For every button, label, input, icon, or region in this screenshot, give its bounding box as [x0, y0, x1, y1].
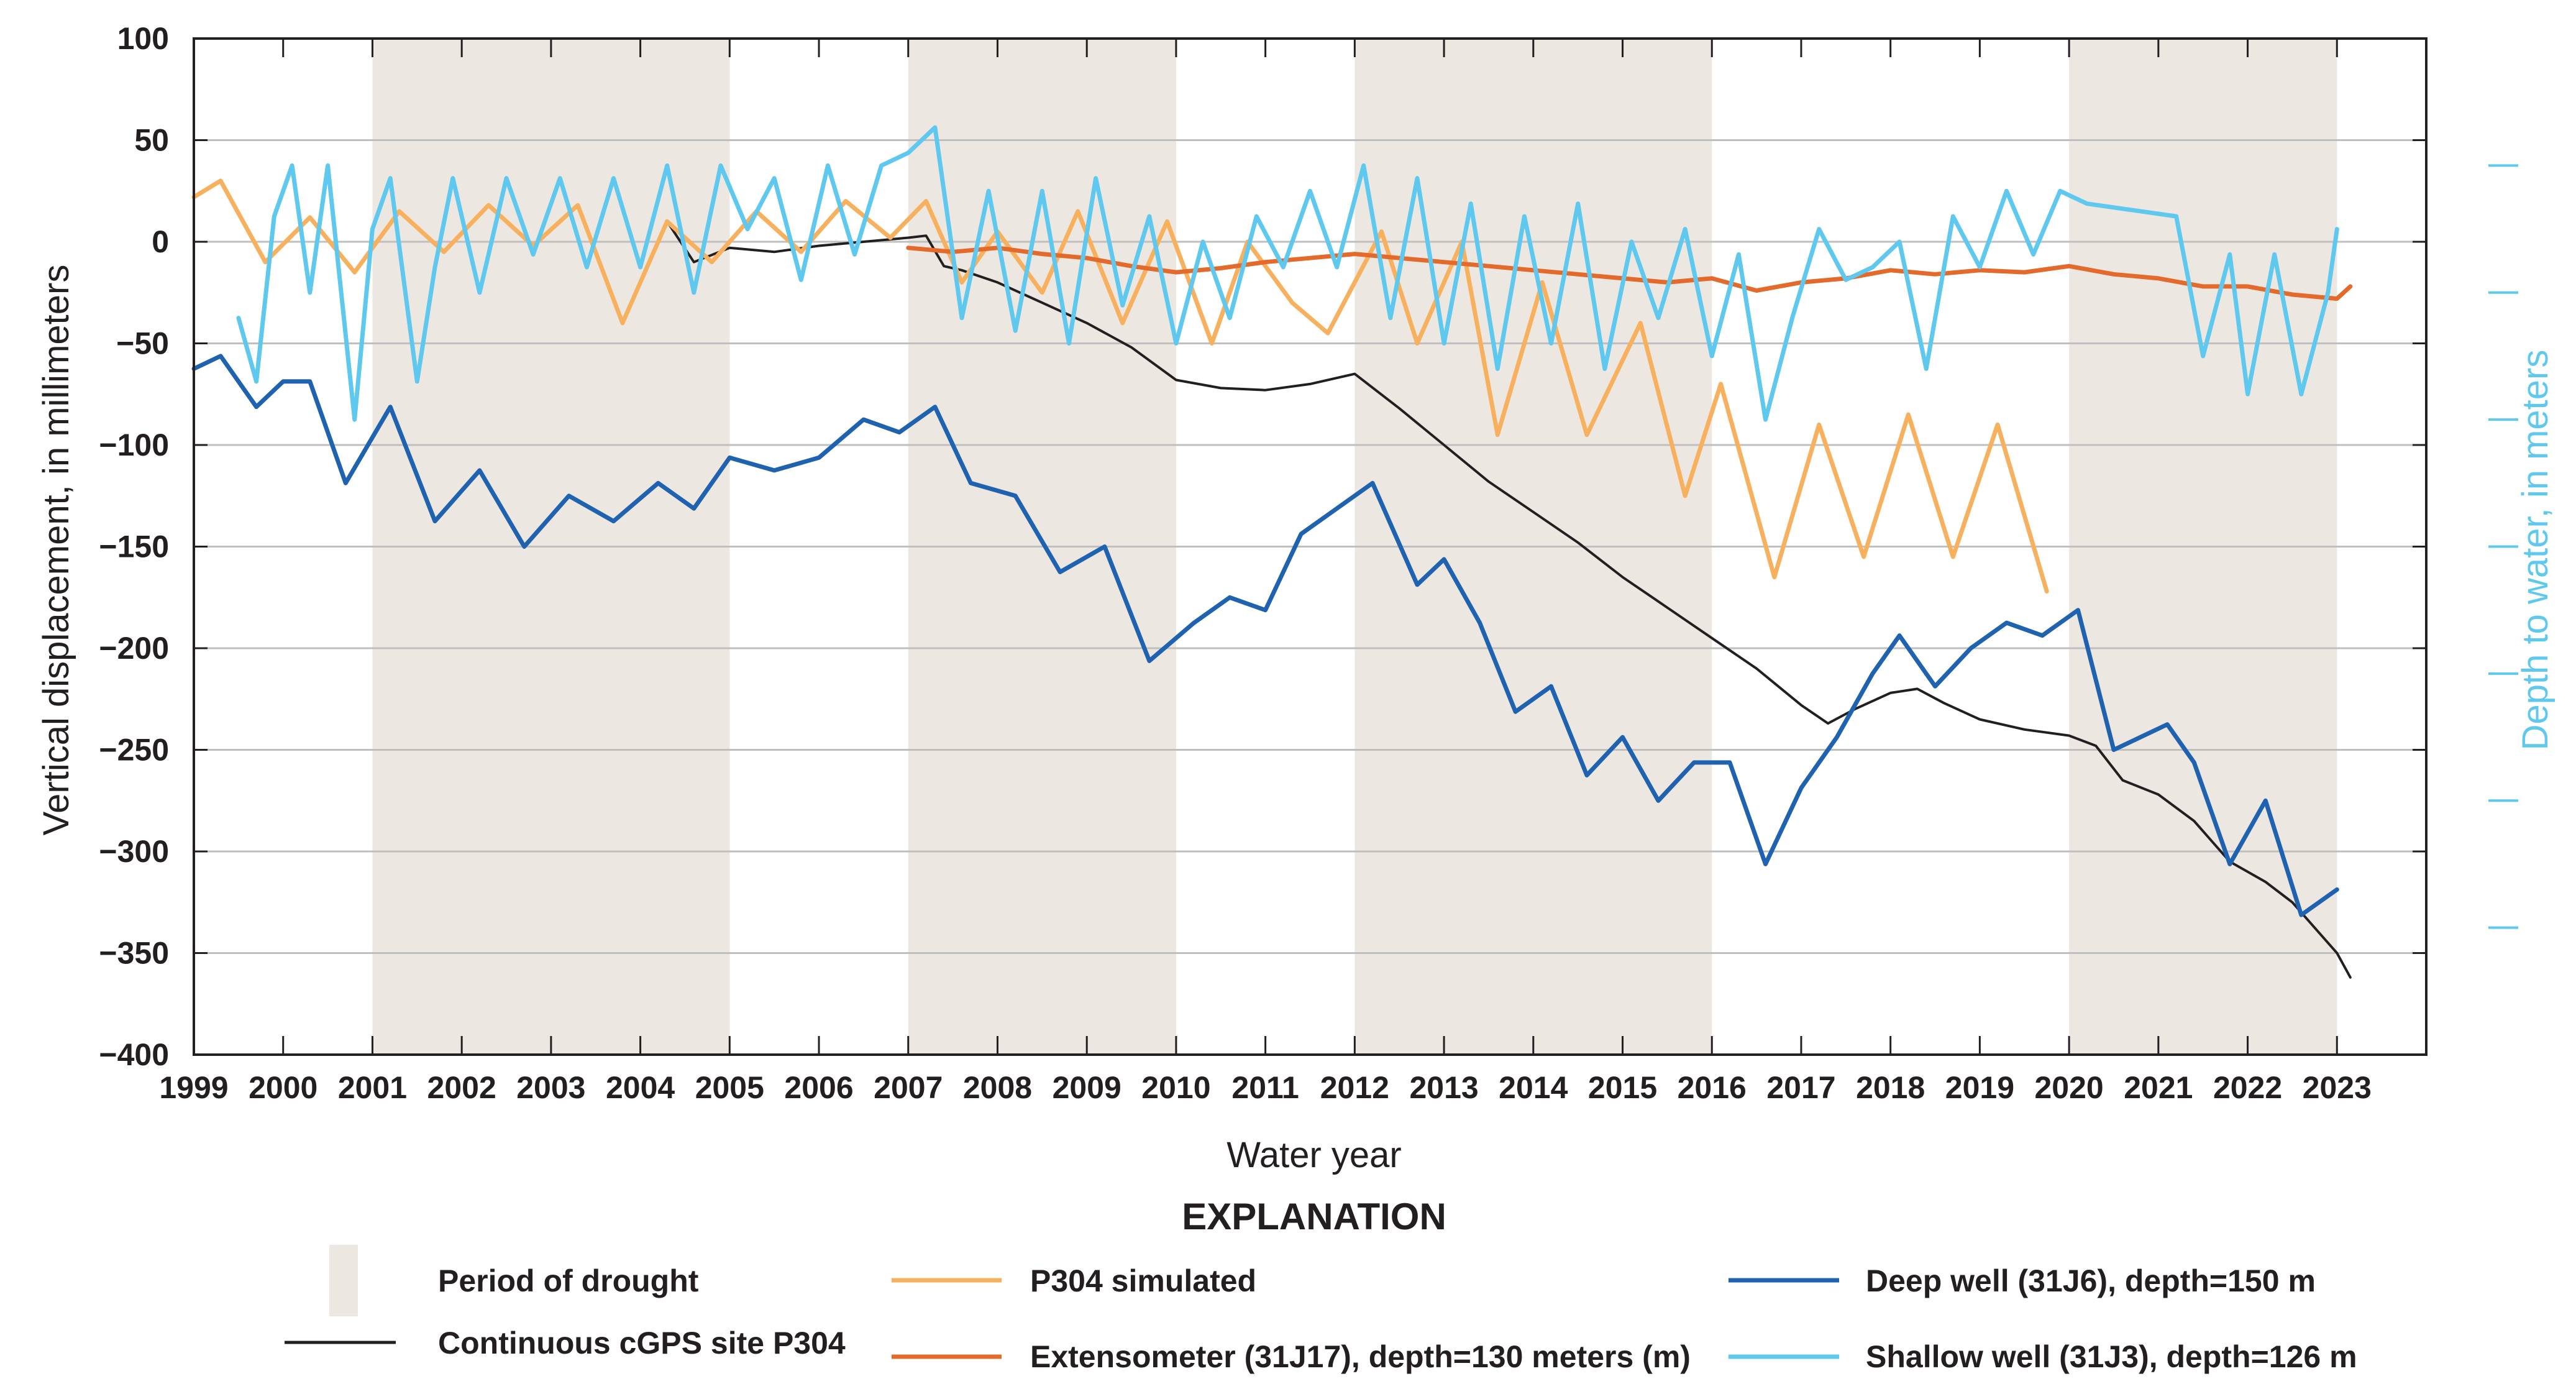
legend-drought-label: Period of drought [438, 1263, 699, 1298]
legend: EXPLANATION Period of drought Continuous… [285, 1196, 2357, 1374]
y-tick-label: 0 [152, 224, 169, 259]
x-tick-label: 2010 [1141, 1070, 1210, 1105]
x-tick-label: 2002 [427, 1070, 496, 1105]
y-tick-label: −100 [99, 428, 169, 462]
x-tick-label: 2020 [2035, 1070, 2104, 1105]
series-line-p304-simulated [191, 178, 2049, 594]
legend-p304-label: P304 simulated [1030, 1263, 1256, 1298]
x-tick-label: 2011 [1231, 1070, 1299, 1105]
x-tick-label: 2008 [963, 1070, 1032, 1105]
x-tick-label: 1999 [159, 1070, 228, 1105]
y-tick-label: −300 [99, 834, 169, 869]
y-tick-label: 50 [134, 123, 169, 158]
axes: 100 50 0 −50 −100 −150 −200 −250 −300 −350 −400199… [99, 21, 2576, 1105]
plot-frame [193, 37, 2428, 1056]
y-tick-label: −350 [99, 936, 169, 971]
x-axis-title: Water year [1226, 1135, 1401, 1175]
legend-cgps-label: Continuous cGPS site P304 [438, 1326, 846, 1360]
data-series [191, 125, 2353, 979]
x-tick-label: 2023 [2303, 1070, 2372, 1105]
x-tick-label: 2012 [1320, 1070, 1389, 1105]
legend-deep-well-label: Deep well (31J6), depth=150 m [1866, 1263, 2316, 1298]
y2-axis-title: Depth to water, in meters [2515, 350, 2555, 751]
x-tick-label: 2007 [874, 1070, 943, 1105]
x-tick-label: 2006 [784, 1070, 853, 1105]
y-tick-label: −200 [99, 631, 169, 666]
x-tick-label: 2013 [1409, 1070, 1478, 1105]
x-tick-label: 2021 [2124, 1070, 2193, 1105]
x-tick-label: 2003 [516, 1070, 585, 1105]
x-tick-label: 2016 [1678, 1070, 1747, 1105]
series-line-deep-well-31j6-depth-150-m [191, 354, 2339, 917]
legend-extensometer-label: Extensometer (31J17), depth=130 meters (… [1030, 1339, 1691, 1374]
x-tick-label: 2014 [1499, 1070, 1568, 1105]
x-tick-label: 2015 [1588, 1070, 1657, 1105]
x-tick-label: 2000 [249, 1070, 317, 1105]
legend-title: EXPLANATION [1182, 1196, 1446, 1237]
x-tick-label: 2022 [2213, 1070, 2282, 1105]
y-tick-label: −150 [99, 530, 169, 564]
x-tick-label: 2017 [1766, 1070, 1835, 1105]
x-tick-label: 2005 [695, 1070, 764, 1105]
x-tick-label: 2001 [338, 1070, 407, 1105]
y-tick-label: −400 [99, 1037, 169, 1072]
y-axis-title: Vertical displacement, in millimeters [36, 265, 76, 836]
legend-shallow-well-label: Shallow well (31J3), depth=126 m [1866, 1339, 2357, 1374]
series-line-continuous-cgps-site-p304 [665, 220, 2352, 979]
x-tick-label: 2019 [1945, 1070, 2014, 1105]
legend-drought-swatch [329, 1245, 358, 1316]
series-line-shallow-well-31j3-depth-126-m [236, 125, 2339, 422]
x-tick-label: 2004 [606, 1070, 675, 1105]
y-tick-label: 100 [117, 21, 169, 56]
y-tick-label: −250 [99, 733, 169, 768]
x-tick-label: 2018 [1856, 1070, 1925, 1105]
y-tick-label: −50 [116, 326, 169, 361]
x-tick-label: 2009 [1053, 1070, 1121, 1105]
